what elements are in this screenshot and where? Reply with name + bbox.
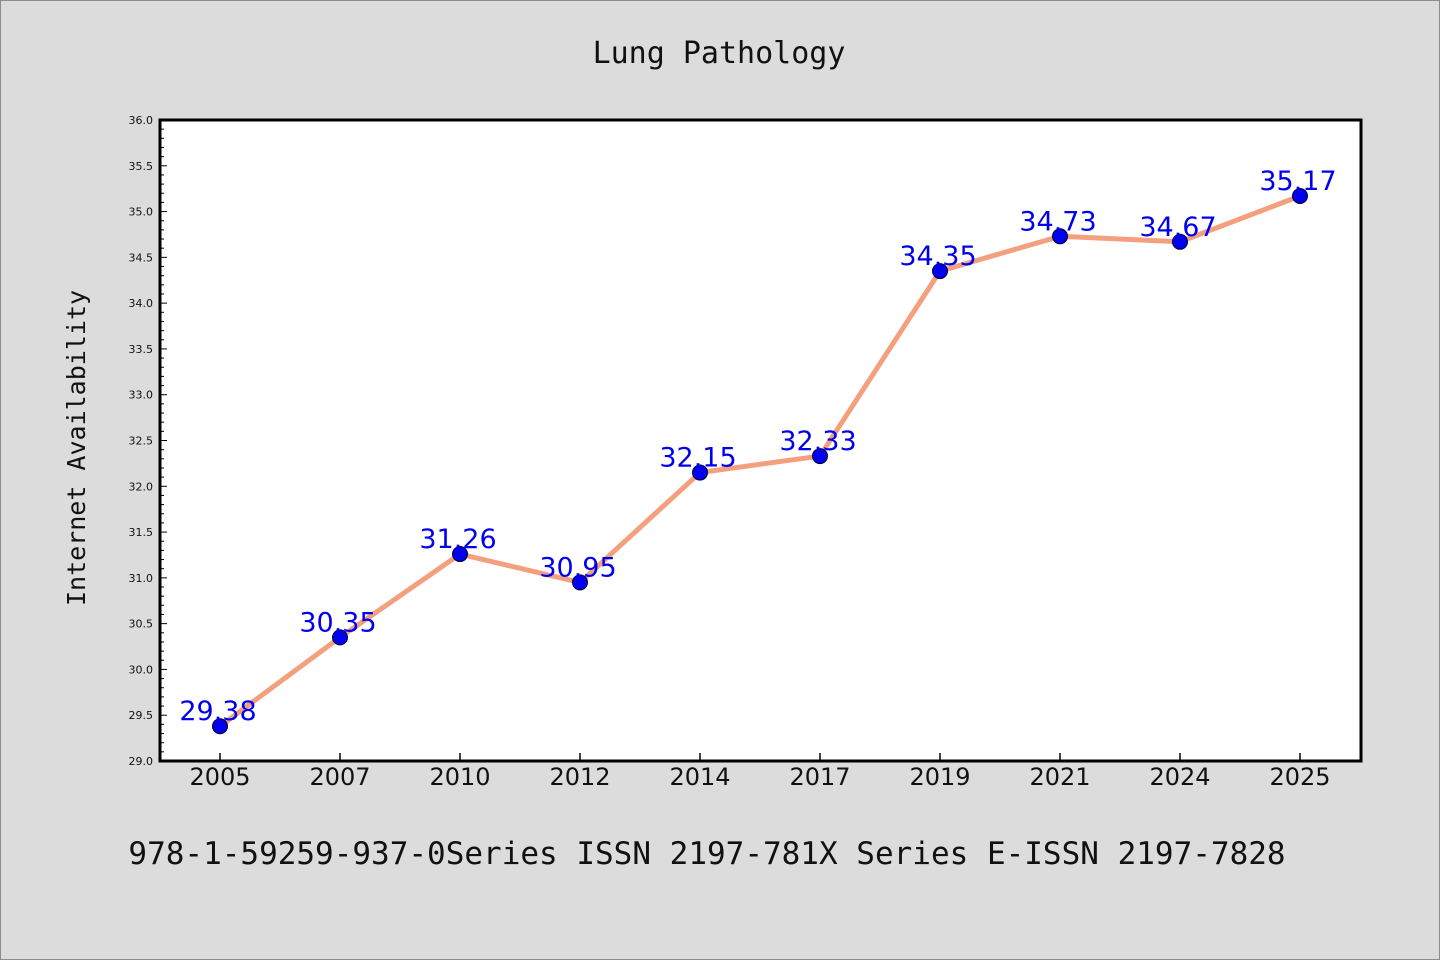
y-tick-label: 32.5	[129, 435, 154, 448]
data-value-label: 34.73	[1019, 206, 1096, 237]
data-point-marker	[452, 546, 468, 563]
y-tick-label: 36.0	[129, 114, 154, 127]
data-point-marker	[1172, 233, 1188, 250]
data-point-marker	[812, 448, 828, 465]
x-tick-label: 2012	[549, 763, 610, 791]
data-markers	[212, 188, 1308, 735]
x-tick-label: 2019	[909, 763, 970, 791]
x-axis-ticks: 2005 2007 2010 2012 2014 2017 2019 2021 2024 2025	[189, 753, 1331, 791]
data-value-label: 32.33	[779, 426, 856, 457]
x-tick-label: 2014	[669, 763, 730, 791]
y-tick-label: 32.0	[129, 480, 154, 493]
y-tick-label: 33.5	[129, 343, 154, 356]
y-tick-label: 34.0	[129, 297, 154, 310]
data-value-label: 32.15	[659, 443, 736, 474]
data-point-marker	[1292, 188, 1308, 205]
x-tick-label: 2024	[1149, 763, 1210, 791]
y-tick-label: 30.0	[129, 663, 154, 676]
data-value-label: 29.38	[179, 696, 256, 727]
y-tick-label: 29.0	[129, 755, 154, 768]
y-tick-label: 35.0	[129, 206, 154, 219]
chart-title: Lung Pathology	[593, 36, 846, 71]
x-tick-label: 2017	[789, 763, 850, 791]
data-point-marker	[212, 718, 228, 735]
data-point-marker	[692, 464, 708, 481]
plot-area	[158, 118, 1363, 763]
data-labels: 29.38 30.35 31.26 30.95 32.15 32.33 34.35 34.73…	[179, 166, 1336, 727]
data-point-marker	[932, 263, 948, 280]
y-tick-label: 30.5	[129, 618, 154, 631]
isbn-caption: 978-1-59259-937-0Series ISSN 2197-781X S…	[128, 836, 1285, 872]
y-tick-label: 35.5	[129, 160, 154, 173]
data-point-marker	[1052, 228, 1068, 245]
data-value-label: 35.17	[1259, 166, 1336, 197]
series-line	[217, 193, 1303, 729]
y-tick-label: 31.5	[129, 526, 154, 539]
data-value-label: 34.35	[899, 241, 976, 272]
x-tick-label: 2021	[1029, 763, 1090, 791]
data-value-label: 30.95	[539, 552, 616, 583]
y-axis-ticks: 29.0 29.5 30.0 30.5 31.0 31.5 32.0 32.5 33.0 33.5…	[129, 114, 167, 768]
data-value-label: 30.35	[299, 607, 376, 638]
x-tick-label: 2025	[1269, 763, 1330, 791]
x-tick-label: 2007	[309, 763, 370, 791]
y-tick-label: 34.5	[129, 251, 154, 264]
y-tick-label: 29.5	[129, 709, 154, 722]
series-polyline	[217, 193, 1303, 729]
data-value-label: 31.26	[419, 524, 496, 555]
y-tick-label: 33.0	[129, 389, 154, 402]
data-point-marker	[332, 629, 348, 646]
x-tick-label: 2010	[429, 763, 490, 791]
y-axis-label: Internet Availability	[62, 290, 91, 606]
y-tick-label: 31.0	[129, 572, 154, 585]
data-point-marker	[572, 574, 588, 591]
x-tick-label: 2005	[189, 763, 250, 791]
data-value-label: 34.67	[1139, 212, 1216, 243]
